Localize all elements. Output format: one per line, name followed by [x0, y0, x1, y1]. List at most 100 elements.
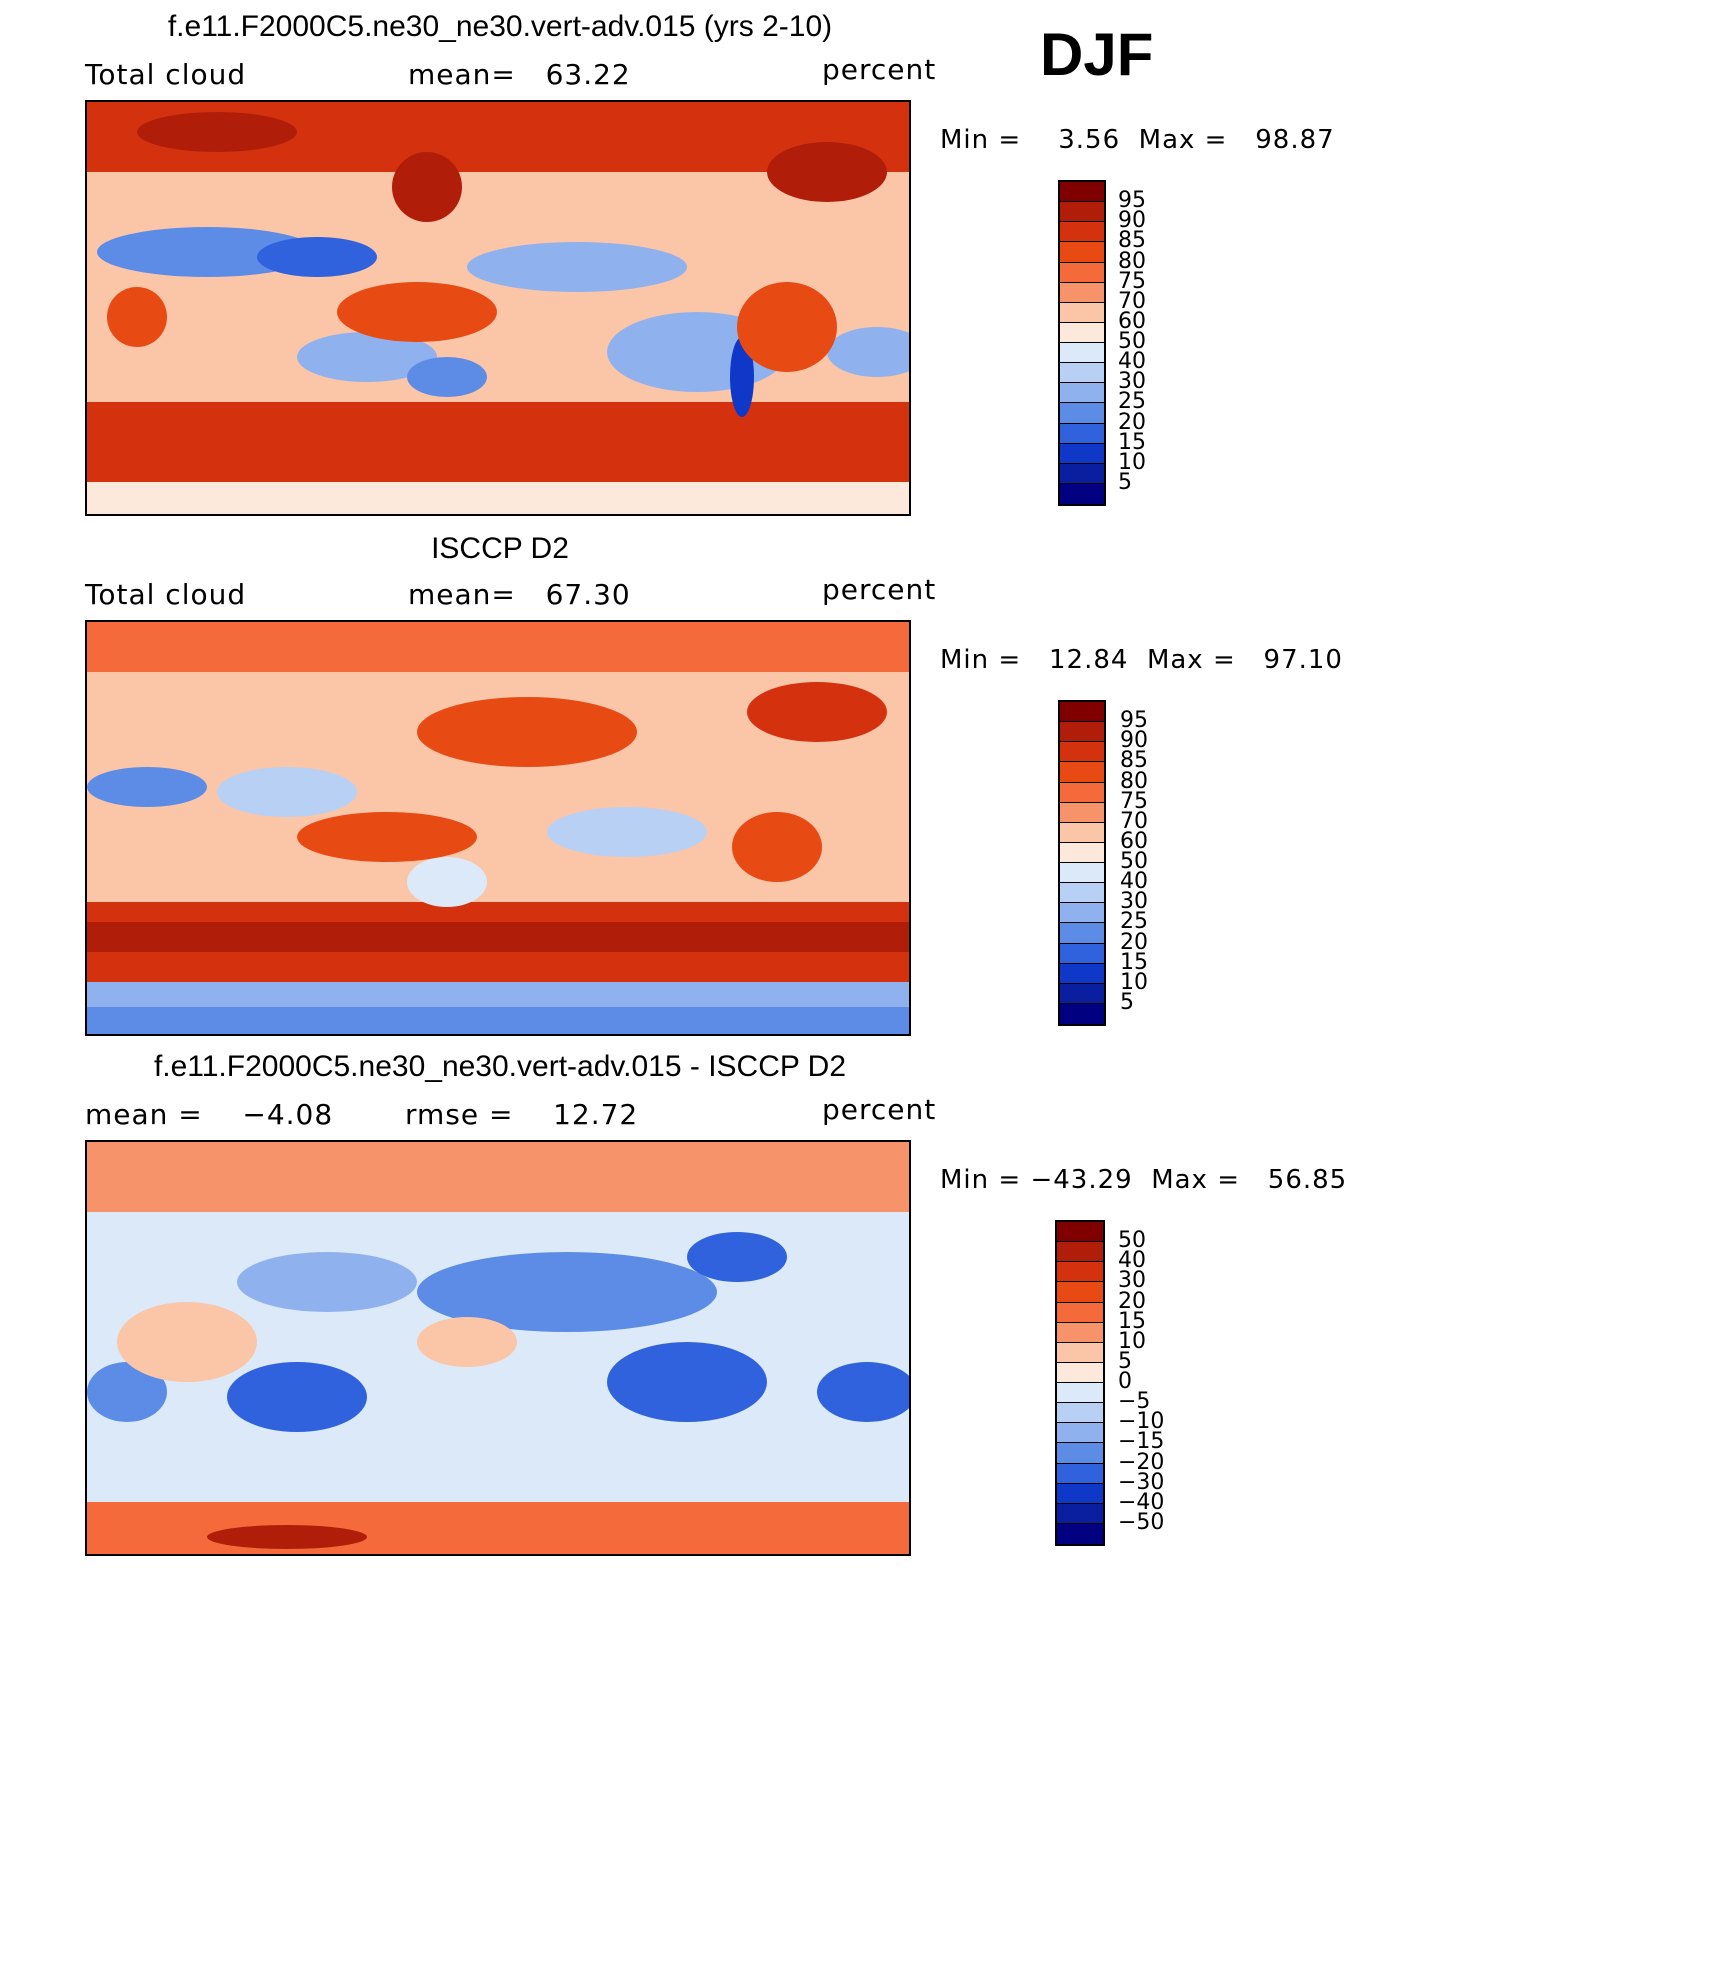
colorbar-tick-label: 60: [1118, 308, 1146, 334]
colorbar-tick-label: 5: [1118, 469, 1132, 495]
colorbar-tick-label: 75: [1118, 268, 1146, 294]
colorbar-segment: [1057, 1383, 1103, 1404]
colorbar-segment: [1060, 842, 1104, 863]
minmax-diff: Min = −43.29 Max = 56.85: [940, 1165, 1348, 1195]
colorbar-segment: [1060, 282, 1104, 303]
colorbar-segment: [1060, 403, 1104, 424]
map-model-total-cloud: [85, 100, 911, 516]
colorbar-obs: [1058, 700, 1106, 1026]
colorbar-tick-label: 60: [1120, 828, 1148, 854]
panel-mean-diff: mean = −4.08: [85, 1098, 334, 1131]
colorbar-segment: [1057, 1322, 1103, 1343]
colorbar-tick-label: 20: [1120, 929, 1148, 955]
colorbar-tick-label: 70: [1118, 288, 1146, 314]
colorbar-tick-label: 70: [1120, 808, 1148, 834]
colorbar-tick-label: 50: [1118, 329, 1146, 354]
colorbar-segment: [1060, 302, 1104, 323]
colorbar-segment: [1057, 1423, 1103, 1444]
panel-title-diff: f.e11.F2000C5.ne30_ne30.vert-adv.015 - I…: [153, 1050, 847, 1083]
minmax-obs: Min = 12.84 Max = 97.10: [940, 645, 1343, 675]
colorbar-segment: [1060, 1003, 1104, 1024]
season-label: DJF: [1040, 21, 1154, 88]
colorbar-tick-label: 40: [1120, 869, 1148, 895]
panel-title-obs: ISCCP D2: [431, 532, 569, 565]
colorbar-tick-label: 75: [1120, 788, 1148, 814]
colorbar-segment: [1060, 903, 1104, 924]
colorbar-tick-label: 15: [1118, 429, 1146, 455]
colorbar-segment: [1060, 863, 1104, 884]
colorbar-segment: [1060, 343, 1104, 364]
colorbar-segment: [1060, 463, 1104, 484]
colorbar-tick-label: −30: [1118, 1469, 1165, 1495]
colorbar-segment: [1060, 983, 1104, 1004]
colorbar-segment: [1060, 423, 1104, 444]
colorbar-tick-label: 5: [1120, 989, 1134, 1015]
colorbar-segment: [1060, 802, 1104, 823]
colorbar-tick-label: 85: [1120, 748, 1148, 774]
colorbar-tick-label: 20: [1118, 1288, 1146, 1314]
colorbar-tick-label: 90: [1120, 728, 1148, 754]
colorbar-tick-label: −20: [1118, 1449, 1165, 1475]
colorbar-segment: [1060, 483, 1104, 504]
panel-units-obs: percent: [822, 573, 937, 606]
colorbar-segment: [1060, 322, 1104, 343]
colorbar-tick-label: 20: [1118, 409, 1146, 435]
colorbar-tick-label: 30: [1118, 369, 1146, 395]
colorbar-segment: [1060, 262, 1104, 283]
colorbar-segment: [1060, 923, 1104, 944]
colorbar-tick-label: 0: [1118, 1369, 1132, 1394]
panel-left-label-model: Total cloud: [85, 58, 247, 91]
panel-units-model: percent: [822, 53, 937, 86]
colorbar-tick-label: 95: [1118, 188, 1146, 214]
colorbar-tick-label: −5: [1118, 1389, 1151, 1415]
colorbar-tick-label: 85: [1118, 228, 1146, 254]
map-diff-total-cloud: [85, 1140, 911, 1556]
colorbar-segment: [1060, 782, 1104, 803]
colorbar-segment: [1060, 202, 1104, 223]
colorbar-tick-label: 10: [1120, 969, 1148, 995]
colorbar-diff: [1055, 1220, 1105, 1546]
colorbar-tick-label: 15: [1120, 949, 1148, 975]
colorbar-tick-label: −50: [1118, 1509, 1165, 1535]
colorbar-segment: [1057, 1302, 1103, 1323]
colorbar-segment: [1060, 742, 1104, 763]
colorbar-tick-label: 25: [1120, 909, 1148, 935]
colorbar-model: [1058, 180, 1106, 506]
colorbar-tick-label: −15: [1118, 1429, 1165, 1455]
colorbar-segment: [1060, 762, 1104, 783]
panel-mean-model: mean= 63.22: [408, 58, 631, 91]
colorbar-segment: [1057, 1403, 1103, 1424]
colorbar-segment: [1060, 702, 1104, 723]
colorbar-segment: [1060, 883, 1104, 904]
colorbar-segment: [1060, 363, 1104, 384]
colorbar-segment: [1060, 383, 1104, 404]
colorbar-segment: [1057, 1242, 1103, 1263]
colorbar-tick-label: 5: [1118, 1348, 1132, 1374]
colorbar-tick-label: 80: [1120, 768, 1148, 794]
colorbar-tick-label: 90: [1118, 208, 1146, 234]
colorbar-segment: [1060, 822, 1104, 843]
colorbar-tick-label: 40: [1118, 1248, 1146, 1274]
colorbar-segment: [1060, 222, 1104, 243]
colorbar-segment: [1060, 943, 1104, 964]
colorbar-tick-label: 50: [1120, 849, 1148, 874]
panel-title-model: f.e11.F2000C5.ne30_ne30.vert-adv.015 (yr…: [167, 10, 833, 43]
panel-left-label-obs: Total cloud: [85, 578, 247, 611]
colorbar-segment: [1057, 1362, 1103, 1383]
map-obs-total-cloud: [85, 620, 911, 1036]
colorbar-tick-label: −10: [1118, 1409, 1165, 1435]
colorbar-tick-label: 40: [1118, 349, 1146, 375]
colorbar-segment: [1057, 1282, 1103, 1303]
colorbar-tick-label: 15: [1118, 1308, 1146, 1334]
colorbar-tick-label: 10: [1118, 1328, 1146, 1354]
colorbar-segment: [1060, 963, 1104, 984]
colorbar-segment: [1057, 1523, 1103, 1544]
colorbar-tick-label: 30: [1118, 1268, 1146, 1294]
colorbar-segment: [1057, 1463, 1103, 1484]
colorbar-tick-label: 95: [1120, 708, 1148, 734]
colorbar-tick-label: 30: [1120, 889, 1148, 915]
colorbar-tick-label: 50: [1118, 1228, 1146, 1254]
panel-rmse-diff: rmse = 12.72: [405, 1098, 639, 1131]
colorbar-segment: [1057, 1503, 1103, 1524]
colorbar-segment: [1060, 242, 1104, 263]
